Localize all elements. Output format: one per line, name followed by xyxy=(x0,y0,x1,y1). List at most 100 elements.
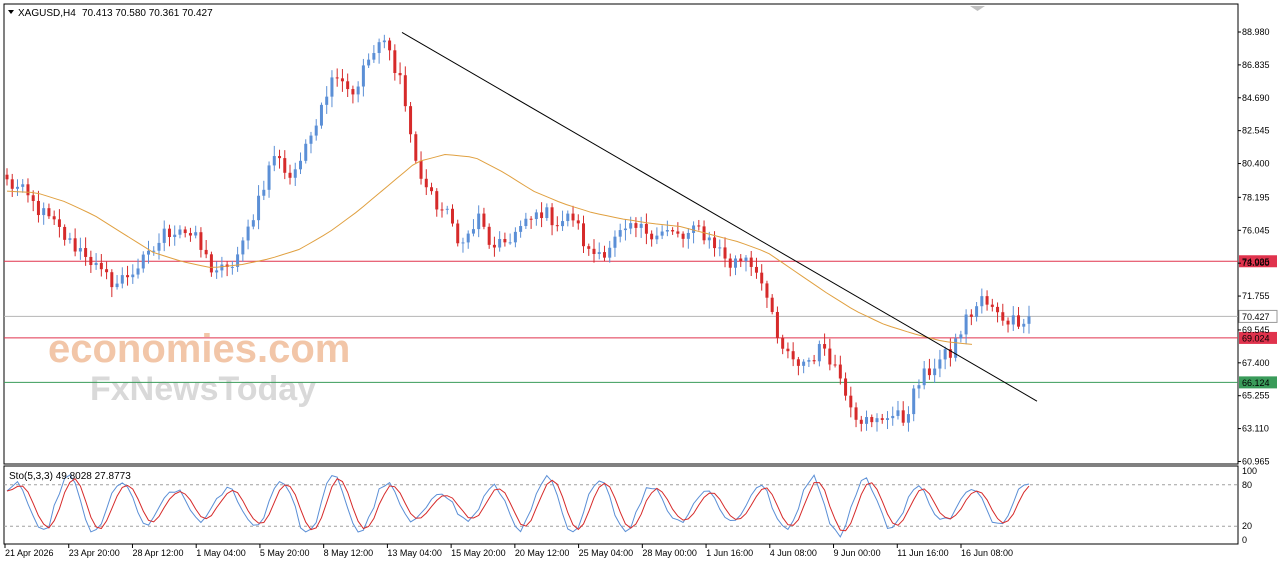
watermark-fxnewstoday: FxNewsToday xyxy=(90,370,316,408)
candle-body xyxy=(566,213,570,222)
time-tick-label: 11 Jun 16:00 xyxy=(897,548,948,558)
candle-body xyxy=(99,262,103,270)
candle-body xyxy=(608,247,612,258)
candle-body xyxy=(634,223,638,228)
candle-body xyxy=(802,361,806,366)
stochastic-main-line[interactable] xyxy=(6,474,1030,538)
level-price-tag xyxy=(1239,255,1277,268)
candle-body xyxy=(739,258,743,262)
candle-body xyxy=(367,59,371,66)
candle-body xyxy=(167,228,171,238)
candle-body xyxy=(660,231,664,236)
candle-body xyxy=(382,40,386,43)
candle-body xyxy=(859,419,863,424)
candle-body xyxy=(356,86,360,95)
candle-body xyxy=(461,242,465,244)
moving-average-line[interactable] xyxy=(6,153,973,345)
candle-body xyxy=(964,314,968,335)
candle-body xyxy=(257,195,261,221)
candle-body xyxy=(728,258,732,268)
candle-body xyxy=(194,232,198,236)
candle-body xyxy=(555,225,559,227)
candle-body xyxy=(445,208,449,210)
candle-body xyxy=(969,314,973,317)
candle-body xyxy=(120,275,124,284)
candle-body xyxy=(912,388,916,415)
candle-body xyxy=(26,184,30,196)
candle-body xyxy=(917,385,921,389)
candle-body xyxy=(340,78,344,82)
candle-body xyxy=(545,207,549,219)
candle-body xyxy=(639,223,643,228)
candle-body xyxy=(57,219,61,227)
stochastic-tick-label: 20 xyxy=(1242,521,1252,531)
candle-body xyxy=(236,254,240,267)
horizontal-levels: 74.025 70.427 69.024 66.124 xyxy=(4,255,1278,389)
candle-body xyxy=(409,106,413,135)
candle-body xyxy=(136,268,140,275)
candle-body xyxy=(414,134,418,161)
price-tick-label: 71.755 xyxy=(1242,291,1270,301)
candle-body xyxy=(503,238,507,243)
candle-body xyxy=(702,226,706,241)
collapse-triangle-icon[interactable] xyxy=(8,10,14,14)
candle-body xyxy=(440,209,444,211)
candle-body xyxy=(466,233,470,243)
candle-body xyxy=(215,270,219,273)
main-pane-frame[interactable] xyxy=(3,3,1239,465)
candle-body xyxy=(5,174,9,180)
candle-body xyxy=(262,189,266,196)
candle-body xyxy=(749,257,753,267)
candle-body xyxy=(671,230,675,232)
candle-body xyxy=(131,274,135,278)
candle-body xyxy=(152,250,156,252)
time-tick-label: 28 Apr 12:00 xyxy=(132,548,183,558)
level-price-tag xyxy=(1238,309,1278,323)
time-tick-label: 9 Jun 00:00 xyxy=(834,548,881,558)
candle-body xyxy=(875,418,879,423)
candle-body xyxy=(943,349,947,360)
indicator-pane-frame[interactable] xyxy=(3,465,1239,545)
chart-shift-marker-icon[interactable] xyxy=(970,6,985,11)
trendline[interactable] xyxy=(401,32,1038,402)
candles-layer xyxy=(5,34,1031,432)
candle-body xyxy=(775,311,779,338)
candle-body xyxy=(713,237,717,249)
candle-body xyxy=(623,228,627,231)
candle-body xyxy=(896,410,900,416)
stochastic-signal-line[interactable] xyxy=(6,478,1030,532)
candle-body xyxy=(398,72,402,76)
candle-body xyxy=(251,220,255,227)
candle-body xyxy=(571,213,575,221)
candle-body xyxy=(435,191,439,210)
candle-body xyxy=(21,184,25,187)
candle-body xyxy=(870,417,874,423)
candle-body xyxy=(985,296,989,305)
candle-body xyxy=(828,348,832,365)
candle-body xyxy=(927,368,931,376)
ohlc-readout: 70.413 70.580 70.361 70.427 xyxy=(82,8,213,19)
level-price-label: 69.024 xyxy=(1242,333,1270,343)
candle-body xyxy=(854,407,858,420)
candle-body xyxy=(63,226,67,240)
candle-body xyxy=(786,348,790,352)
level-price-tag xyxy=(1239,331,1277,344)
candle-body xyxy=(388,40,392,51)
candle-body xyxy=(524,218,528,227)
price-tick-label: 60.965 xyxy=(1242,456,1270,466)
candle-body xyxy=(204,249,208,255)
candle-body xyxy=(456,223,460,244)
candle-body xyxy=(933,368,937,376)
candle-body xyxy=(157,242,161,251)
watermark-economies: economies.com xyxy=(48,327,350,371)
candle-body xyxy=(230,266,234,268)
price-tick-label: 88.980 xyxy=(1242,27,1270,37)
price-tick-label: 73.900 xyxy=(1242,258,1270,268)
candle-body xyxy=(42,208,46,216)
candle-body xyxy=(477,213,481,230)
candle-body xyxy=(707,237,711,241)
candle-body xyxy=(561,221,565,227)
price-tick-label: 76.045 xyxy=(1242,225,1270,235)
candle-body xyxy=(796,359,800,366)
